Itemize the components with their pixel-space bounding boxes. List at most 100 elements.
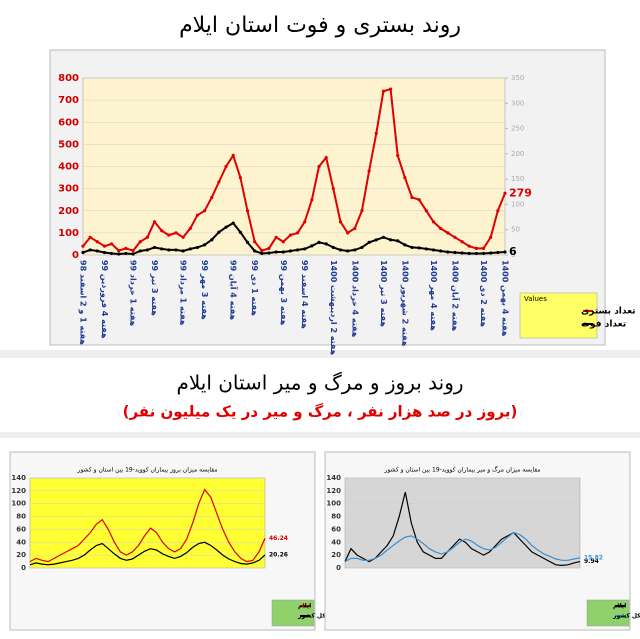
y-tick-label: 800	[58, 73, 79, 84]
point	[346, 231, 350, 235]
point	[453, 235, 457, 239]
point	[310, 198, 314, 202]
y-tick-label: 100	[326, 500, 341, 508]
point	[338, 220, 343, 224]
legend-label: تعداد فوت	[581, 320, 626, 330]
point	[253, 240, 257, 244]
point	[396, 153, 400, 158]
point	[281, 240, 285, 244]
point	[274, 250, 278, 254]
legend	[586, 599, 630, 627]
point	[460, 251, 464, 255]
point	[88, 248, 92, 252]
point	[388, 238, 393, 242]
y-tick-label: 100	[11, 500, 26, 508]
point	[288, 249, 293, 253]
series-line	[29, 541, 266, 566]
y-tick-label: 80	[331, 513, 341, 521]
x-tick-label: هفته 4 خرداد 1400	[350, 260, 359, 338]
point	[138, 249, 142, 253]
end-label: 46.24	[269, 535, 288, 542]
point	[152, 220, 157, 224]
point	[231, 221, 235, 225]
point	[188, 247, 192, 251]
legend-label: کل کشور	[297, 613, 326, 620]
point	[381, 235, 386, 239]
point	[410, 245, 414, 250]
point	[260, 251, 264, 256]
y-tick-label: 120	[326, 487, 341, 495]
point	[439, 249, 443, 253]
point	[496, 209, 500, 213]
y-tick-label: 80	[16, 513, 26, 521]
point	[295, 248, 300, 252]
y2-tick-label: 0	[511, 251, 515, 259]
point	[81, 244, 85, 248]
y-tick-label: 500	[58, 139, 79, 150]
point	[145, 235, 149, 239]
point	[396, 239, 400, 243]
y-tick-label: 100	[58, 228, 79, 239]
subtitle: (بروز در صد هزار نفر ، مرگ و میر در یک م…	[123, 403, 518, 421]
point	[88, 235, 92, 239]
x-tick-label: هفته 2 اردیبهشت 1400	[329, 260, 338, 356]
x-tick-label: هفته 1 خرداد 99	[129, 260, 138, 327]
point	[231, 153, 235, 158]
point	[260, 248, 264, 253]
point	[360, 245, 364, 250]
y-tick-label: 140	[11, 474, 26, 482]
x-tick-label: هفته 4 فروردین 99	[100, 260, 109, 339]
y2-tick-label: 50	[511, 226, 520, 234]
chart-title: مقایسه میزان مرگ و میر بیماران کووید-19 …	[383, 465, 540, 474]
point	[267, 246, 271, 250]
point	[267, 251, 271, 255]
y-tick-label: 140	[326, 474, 341, 482]
point	[374, 238, 378, 242]
x-tick-label: هفته 1 مرداد 99	[179, 260, 188, 326]
point	[503, 250, 507, 254]
point	[167, 248, 171, 252]
point	[367, 240, 371, 244]
x-tick-label: هفته 2 آبان 1400	[450, 260, 460, 332]
y-tick-label: 300	[58, 184, 79, 195]
point	[217, 230, 221, 234]
end-label: 6	[509, 245, 517, 258]
point	[210, 238, 214, 242]
point	[417, 246, 421, 250]
point	[310, 244, 314, 248]
legend-label: ایلام	[298, 603, 311, 610]
point	[353, 248, 357, 252]
y2-tick-label: 200	[511, 150, 524, 158]
point	[174, 231, 178, 235]
x-tick-label: هفته 3 بهمن 99	[279, 260, 288, 326]
point	[353, 226, 357, 231]
point	[174, 248, 178, 252]
y-tick-label: 600	[58, 117, 79, 128]
point	[181, 249, 185, 253]
point	[110, 242, 114, 246]
point	[460, 240, 464, 244]
point	[81, 250, 85, 255]
y2-tick-label: 300	[511, 99, 524, 107]
point	[303, 247, 307, 251]
point	[102, 250, 107, 255]
point	[145, 248, 149, 252]
point	[188, 226, 192, 231]
x-tick-label: هفته 3 تیر 99	[150, 260, 159, 316]
point	[324, 242, 328, 246]
y-tick-label: 0	[21, 564, 26, 572]
point	[224, 164, 228, 169]
point	[138, 240, 142, 244]
point	[503, 191, 507, 195]
point	[474, 246, 478, 250]
point	[117, 252, 121, 256]
y-tick-label: 60	[331, 525, 341, 533]
point	[110, 251, 114, 256]
point	[467, 244, 471, 248]
point	[210, 195, 214, 200]
y-tick-label: 40	[16, 538, 26, 546]
point	[195, 245, 200, 250]
point	[431, 220, 436, 224]
point	[95, 249, 99, 253]
